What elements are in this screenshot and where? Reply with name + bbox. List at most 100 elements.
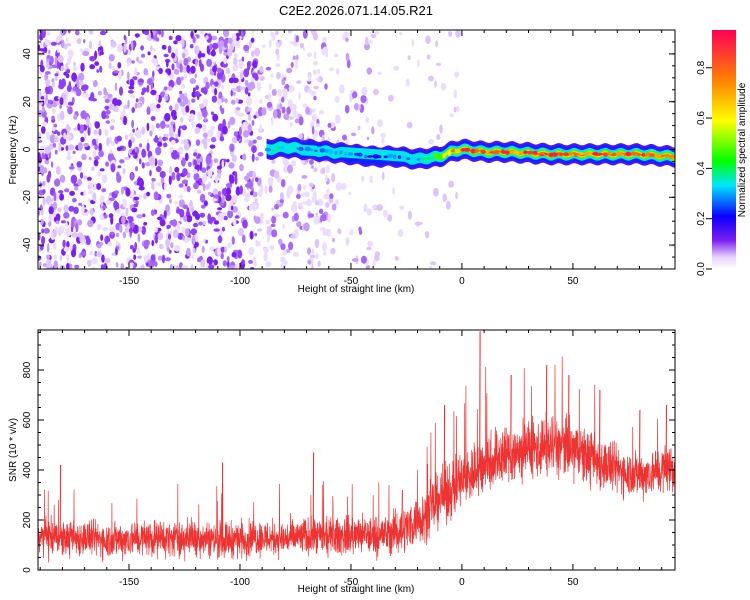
speckle-mark (76, 161, 83, 168)
spectrogram-panel: -150 -100 -50 0 50 -40 -20 0 20 40 Height of stra… (8, 29, 676, 295)
speckle-mark (128, 227, 133, 234)
speckle-mark (223, 30, 230, 38)
speckle-mark (181, 179, 189, 185)
speckle-mark (89, 64, 96, 70)
speckle-mark (38, 131, 42, 142)
speckle-mark (365, 265, 371, 269)
speckle-mark (150, 116, 156, 121)
speckle-mark (207, 129, 214, 137)
speckle-mark (299, 42, 305, 49)
speckle-mark (51, 82, 56, 87)
speckle-mark (175, 133, 179, 138)
speckle-mark (236, 97, 239, 103)
speckle-mark (67, 55, 71, 65)
speckle-mark (73, 206, 79, 215)
speckle-mark (65, 134, 72, 139)
speckle-mark (136, 56, 139, 62)
speckle-mark (196, 189, 202, 194)
speckle-mark (181, 226, 186, 233)
speckle-mark (320, 215, 323, 223)
speckle-mark (166, 246, 170, 252)
snr-ylabel: SNR (10 * v/v) (8, 418, 19, 482)
speckle-mark (192, 210, 199, 217)
speckle-mark (44, 146, 51, 155)
speckle-mark (72, 86, 77, 92)
speckle-mark (312, 69, 317, 76)
speckle-mark (360, 95, 367, 104)
speckle-mark (175, 35, 182, 42)
speckle-mark (169, 165, 173, 175)
speckle-mark (358, 226, 362, 232)
signal-band-blob (442, 153, 446, 159)
speckle-mark (290, 203, 298, 213)
speckle-mark (58, 142, 62, 152)
speckle-mark (267, 93, 271, 102)
speckle-mark (202, 220, 206, 226)
speckle-mark (227, 48, 233, 57)
speckle-mark (311, 125, 315, 135)
speckle-mark (414, 221, 421, 226)
speckle-mark (238, 227, 244, 237)
speckle-mark (212, 113, 219, 122)
speckle-mark (106, 137, 110, 147)
speckle-mark (252, 191, 258, 198)
speckle-mark (44, 159, 50, 165)
speckle-mark (205, 155, 212, 165)
speckle-mark (265, 253, 268, 259)
speckle-mark (42, 189, 46, 194)
speckle-mark (45, 40, 51, 46)
speckle-mark (67, 49, 74, 57)
speckle-mark (280, 256, 286, 263)
speckle-mark (313, 51, 317, 60)
speckle-mark (199, 63, 205, 72)
speckle-mark (151, 177, 156, 182)
speckle-mark (65, 145, 69, 152)
speckle-mark (130, 94, 136, 99)
speckle-mark (227, 210, 234, 219)
speckle-mark (68, 205, 75, 212)
speckle-mark (67, 106, 73, 115)
speckle-mark (295, 35, 300, 43)
speckle-mark (98, 142, 103, 153)
speckle-mark (329, 193, 334, 200)
speckle-mark (158, 30, 162, 35)
snr-xtick-label: -100 (230, 577, 250, 588)
speckle-mark (96, 183, 102, 190)
speckle-mark (125, 266, 128, 269)
speckle-mark (121, 215, 126, 225)
speckle-mark (197, 111, 203, 121)
speckle-mark (225, 183, 233, 188)
speckle-mark (141, 264, 145, 269)
speckle-mark (167, 45, 172, 54)
speckle-mark (66, 37, 69, 42)
speckle-mark (247, 123, 252, 133)
speckle-mark (51, 78, 55, 83)
speckle-mark (39, 65, 45, 73)
speckle-mark (165, 204, 171, 212)
speckle-mark (120, 186, 124, 195)
signal-band-blob (416, 158, 421, 161)
speckle-mark (312, 32, 318, 41)
speckle-mark (68, 166, 75, 170)
speckle-mark (92, 150, 97, 158)
speckle-mark (168, 249, 172, 254)
speckle-mark (59, 104, 62, 109)
signal-band-blob (264, 147, 272, 152)
speckle-mark (335, 114, 341, 124)
speckle-mark (130, 189, 135, 196)
speckle-mark (120, 263, 125, 269)
speckle-mark (235, 186, 241, 196)
speckle-mark (236, 136, 240, 141)
speckle-mark (50, 41, 58, 46)
speckle-mark (53, 260, 58, 269)
speckle-mark (101, 188, 107, 193)
speckle-mark (233, 131, 239, 137)
speckle-mark (136, 247, 141, 255)
speckle-mark (127, 99, 130, 109)
speckle-mark (178, 194, 183, 199)
speckle-mark (98, 150, 104, 158)
speckle-mark (57, 55, 64, 63)
speckle-mark (156, 216, 163, 221)
speckle-mark (54, 73, 59, 77)
speckle-mark (87, 127, 91, 136)
